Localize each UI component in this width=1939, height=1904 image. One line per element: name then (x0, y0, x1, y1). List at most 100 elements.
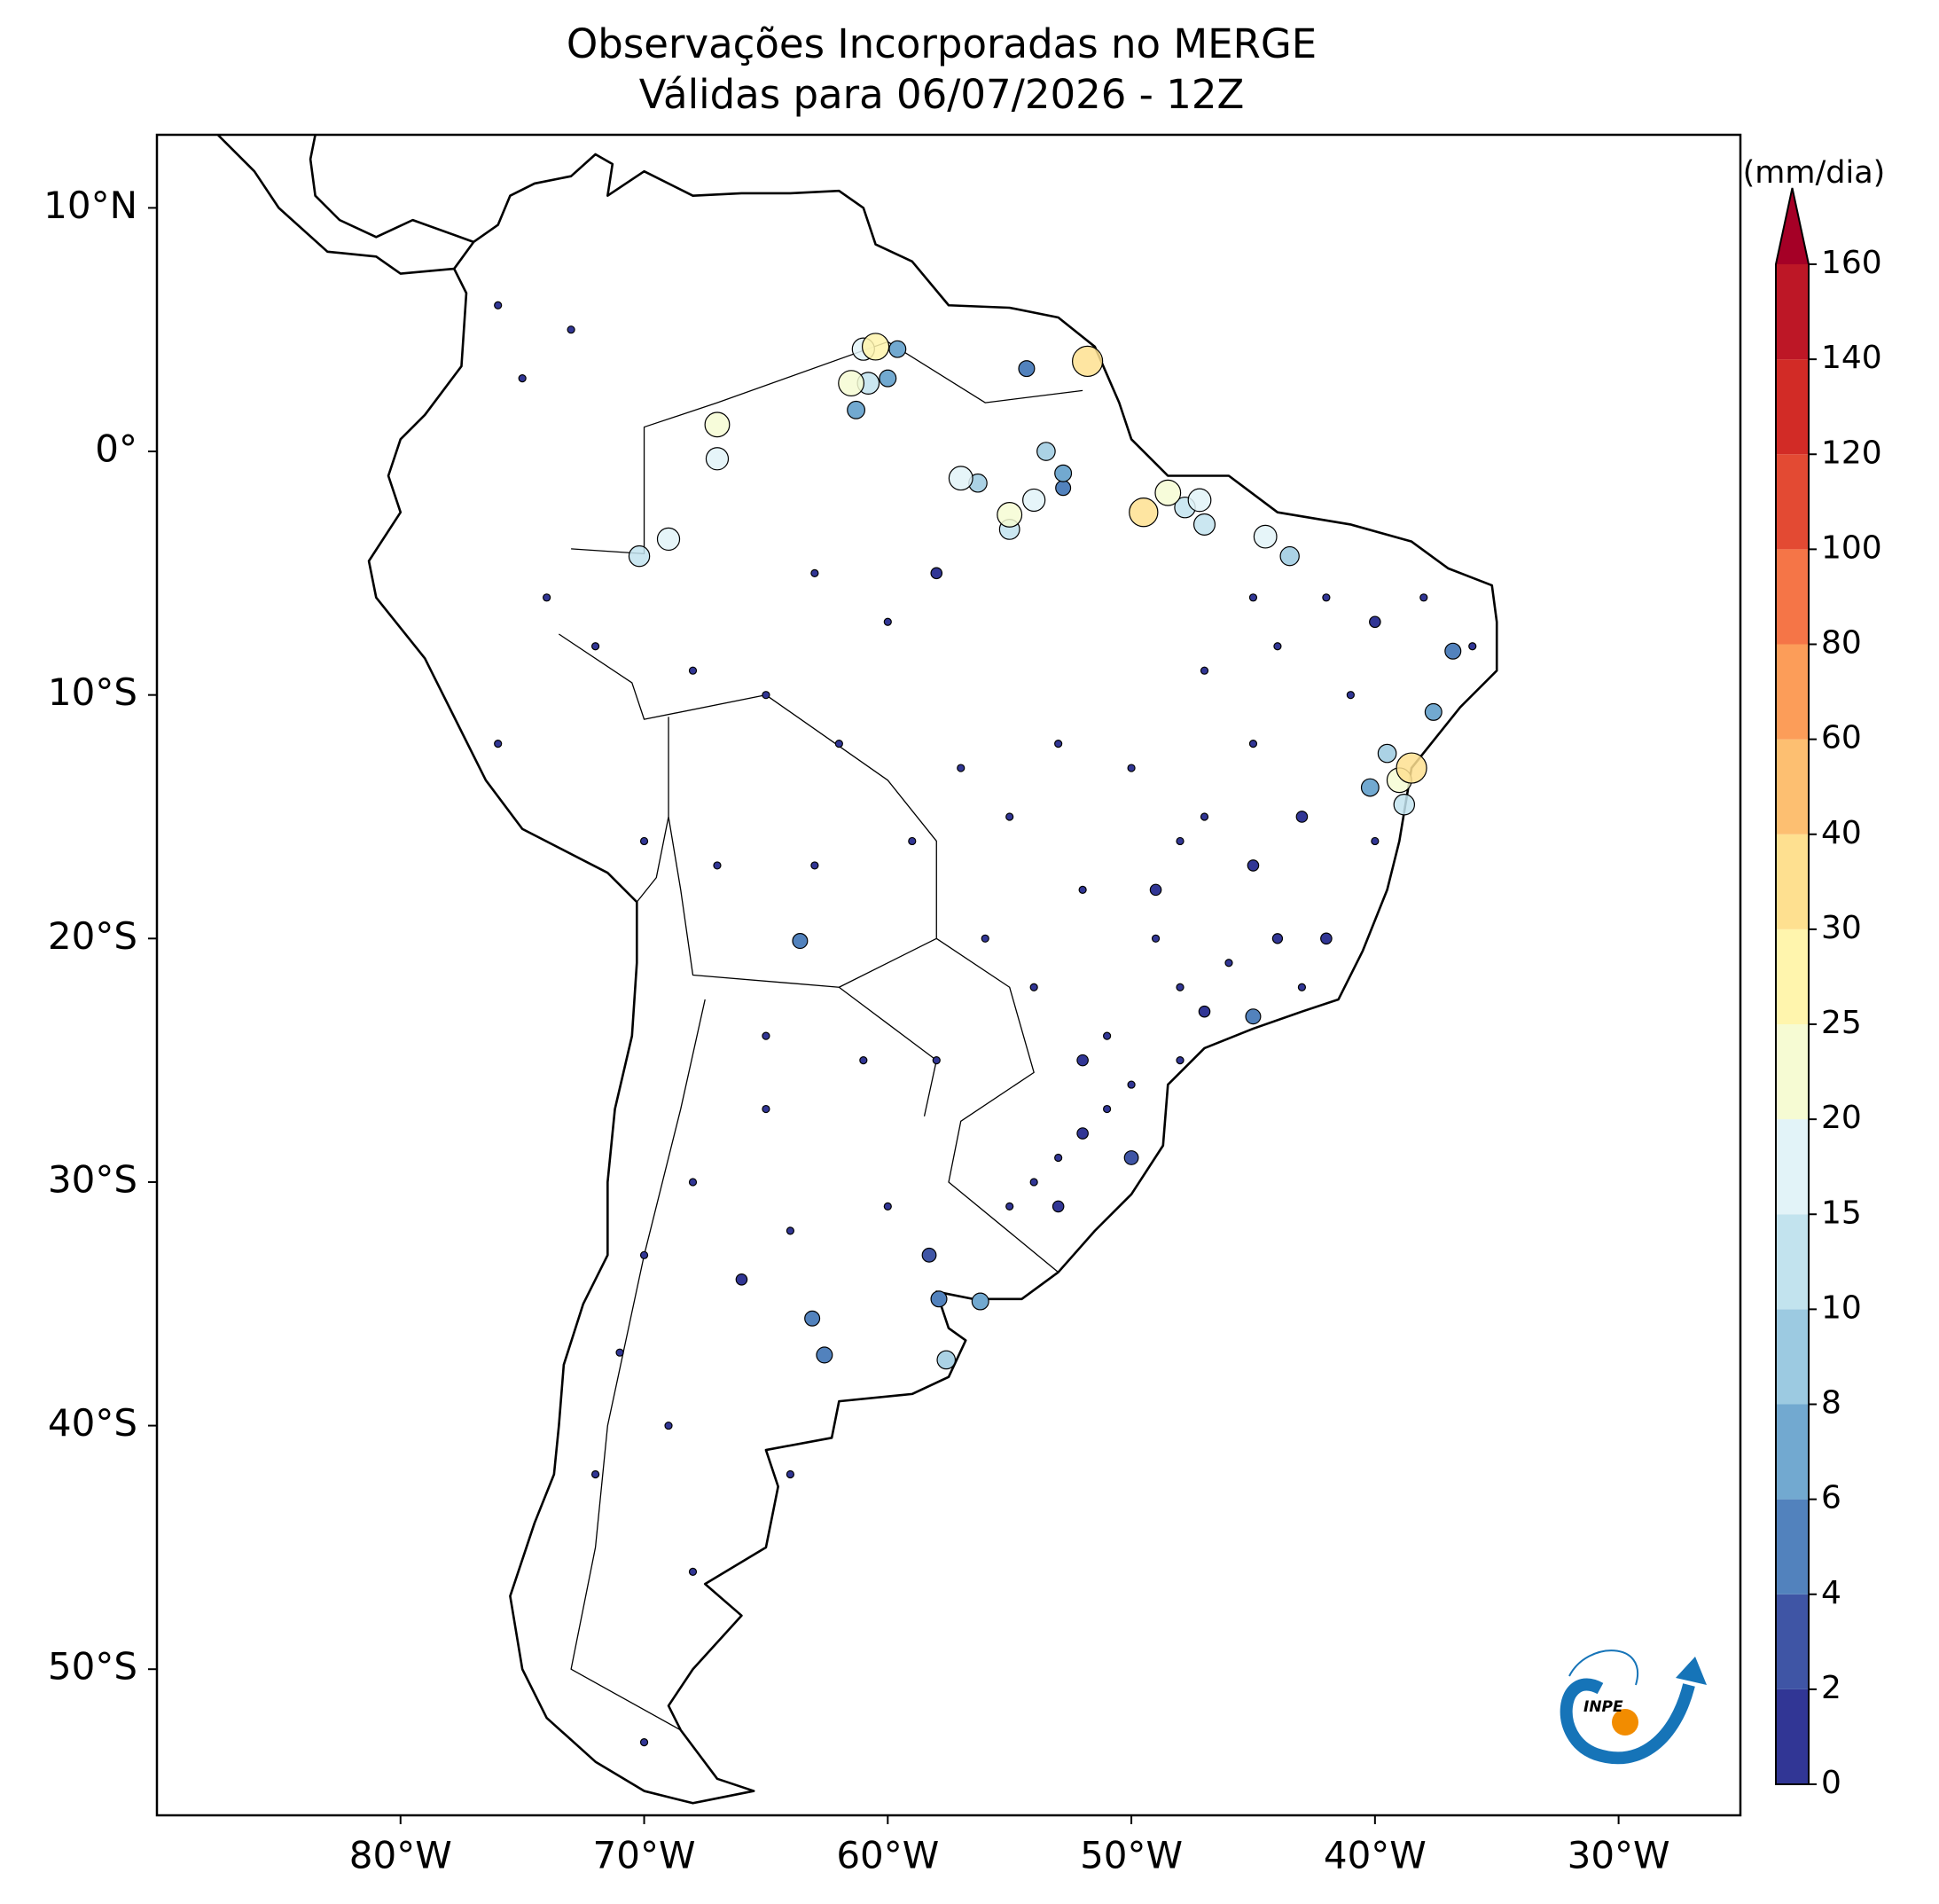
station (1424, 702, 1443, 721)
station (1377, 743, 1397, 764)
y-tick-label: 10°S (48, 670, 137, 714)
country-borders (559, 341, 1083, 1729)
colorbar-tick-label: 160 (1821, 245, 1882, 281)
station (981, 934, 989, 943)
station (639, 836, 649, 846)
station (1005, 812, 1014, 821)
station (997, 501, 1023, 528)
colorbar-segment (1776, 1309, 1809, 1405)
y-tick-label: 40°S (48, 1401, 137, 1445)
station (518, 374, 527, 383)
station (861, 333, 890, 361)
station (704, 411, 731, 438)
station (705, 447, 730, 471)
station (1022, 488, 1046, 513)
colorbar-extend (1776, 188, 1809, 264)
colorbar-tick-label: 40 (1821, 815, 1862, 851)
y-tick-label: 0° (95, 427, 137, 471)
station (1224, 959, 1233, 968)
south-america-coast (369, 154, 1497, 1803)
colorbar-tick-label: 6 (1821, 1480, 1841, 1516)
station (1154, 479, 1182, 506)
station (859, 1056, 868, 1065)
colorbar-tick-label: 15 (1821, 1195, 1862, 1231)
colorbar-segment (1776, 928, 1809, 1024)
x-tick-label: 50°W (1080, 1834, 1183, 1877)
station (1102, 1031, 1112, 1040)
station (816, 1346, 833, 1364)
station (1076, 1054, 1089, 1067)
colorbar-tick-label: 60 (1821, 720, 1862, 756)
logo-text: INPE (1583, 1698, 1623, 1716)
station (1005, 1202, 1014, 1211)
x-tick-label: 60°W (836, 1834, 939, 1877)
map-frame (155, 133, 1742, 1817)
station (1187, 488, 1212, 513)
station (948, 466, 973, 491)
station (639, 1738, 649, 1747)
station (590, 642, 600, 651)
station (1192, 513, 1216, 536)
station (804, 1310, 821, 1327)
colorbar-tick-label: 4 (1821, 1575, 1841, 1611)
colorbar: 0 2 4 6 8 10 15 20 25 30 40 60 80 100 120 140 160 (1775, 187, 1882, 1801)
station (1271, 933, 1284, 944)
station (1127, 1080, 1136, 1089)
station (1297, 983, 1307, 991)
station (1444, 642, 1462, 660)
station (1360, 778, 1380, 797)
logo-swoosh (1560, 1678, 1695, 1765)
station (847, 400, 866, 419)
station (1248, 593, 1258, 602)
station (1018, 360, 1036, 378)
station (1054, 464, 1073, 482)
y-tick-label: 10°N (43, 184, 137, 227)
station (834, 739, 843, 748)
coastline (218, 135, 1497, 1803)
station (688, 1178, 698, 1187)
colorbar-tick-label: 2 (1821, 1670, 1841, 1706)
inpe-logo: INPE (1560, 1649, 1707, 1765)
station (1129, 498, 1159, 528)
colorbar-tick-label: 120 (1821, 435, 1882, 471)
colorbar-segment (1776, 1689, 1809, 1784)
colorbar-segment (1776, 1119, 1809, 1215)
y-tick-label: 50°S (48, 1645, 137, 1689)
colorbar-segment (1776, 359, 1809, 455)
y-tick-label: 20°S (48, 914, 137, 958)
station (932, 1056, 941, 1065)
station (1176, 1056, 1185, 1065)
station (810, 861, 819, 870)
colorbar-segment (1776, 739, 1809, 834)
station (1247, 859, 1260, 872)
station (1273, 642, 1282, 651)
station (1346, 691, 1355, 700)
station (888, 340, 907, 358)
colorbar-tick-label: 30 (1821, 910, 1862, 946)
colorbar-segment (1776, 264, 1809, 360)
station (921, 1247, 937, 1263)
title-line: Válidas para 06/07/2026 - 12Z (639, 71, 1245, 118)
colorbar-tick-label: 20 (1821, 1100, 1862, 1136)
stations (494, 301, 1477, 1747)
colorbar-tick-label: 25 (1821, 1005, 1862, 1041)
station (1371, 836, 1380, 846)
station (1322, 593, 1331, 602)
station (1123, 1150, 1139, 1165)
colorbar-segment (1776, 549, 1809, 645)
station (762, 691, 770, 700)
station (1320, 932, 1333, 945)
colorbar-segment (1776, 1404, 1809, 1500)
colorbar-segment (1776, 644, 1809, 740)
station (1054, 739, 1063, 748)
colorbar-tick-label: 140 (1821, 340, 1882, 376)
colorbar-segment (1776, 1499, 1809, 1595)
station (762, 1031, 770, 1040)
station (688, 666, 698, 675)
station (1054, 1153, 1063, 1163)
station (957, 764, 966, 772)
station (628, 545, 651, 568)
x-tick-label: 80°W (349, 1834, 452, 1877)
